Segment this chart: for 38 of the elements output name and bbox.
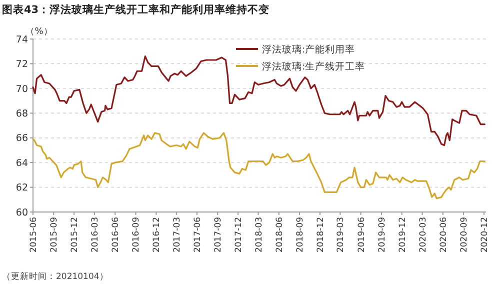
x-tick-label: 2018-03 xyxy=(254,217,264,253)
y-tick-label: 60 xyxy=(16,207,28,218)
x-tick-label: 2016-12 xyxy=(152,217,162,253)
y-tick-label: 62 xyxy=(16,182,28,194)
text: （更新时间：20210104） xyxy=(2,271,108,282)
x-tick-label: 2015-09 xyxy=(50,217,60,253)
x-tick-label: 2017-12 xyxy=(234,217,244,253)
legend-label: 浮法玻璃:生产线开工率 xyxy=(262,60,366,72)
line-series xyxy=(32,132,486,200)
x-tick-label: 2017-03 xyxy=(172,217,182,253)
x-tick-label: 2018-06 xyxy=(274,217,285,253)
y-tick-label: 68 xyxy=(16,108,28,120)
x-tick-label: 2020-12 xyxy=(480,217,490,253)
x-tick-label: 2019-09 xyxy=(377,217,388,253)
x-tick-label: 2019-06 xyxy=(356,217,367,253)
x-tick-label: 2020-09 xyxy=(460,217,470,253)
line-series xyxy=(32,56,486,146)
y-axis-title: （%） xyxy=(26,27,52,37)
y-tick-label: 74 xyxy=(16,34,28,46)
x-tick-label: 2016-09 xyxy=(132,217,142,253)
legend-label: 浮法玻璃:产能利用率 xyxy=(262,43,356,56)
y-tick-label: 70 xyxy=(16,84,28,95)
x-tick-label: 2016-06 xyxy=(111,217,122,253)
y-tick-label: 66 xyxy=(16,133,28,144)
x-tick-label: 2016-03 xyxy=(90,217,100,253)
x-tick-label: 2018-09 xyxy=(296,217,306,253)
y-tick-label: 72 xyxy=(16,59,28,70)
x-tick-label: 2015-12 xyxy=(70,217,80,253)
y-tick-label: 64 xyxy=(16,158,28,169)
x-tick-label: 2015-06 xyxy=(28,217,39,253)
x-tick-label: 2017-09 xyxy=(214,217,224,253)
x-tick-label: 2019-12 xyxy=(398,217,408,253)
x-tick-label: 2017-06 xyxy=(192,217,203,253)
x-tick-label: 2019-03 xyxy=(336,217,346,253)
x-tick-label: 2018-12 xyxy=(316,217,326,253)
x-tick-label: 2020-06 xyxy=(438,217,449,253)
chart-title: 图表43：浮法玻璃生产线开工率和产能利用率维持不变 xyxy=(2,3,270,16)
x-tick-label: 2020-03 xyxy=(418,217,428,253)
